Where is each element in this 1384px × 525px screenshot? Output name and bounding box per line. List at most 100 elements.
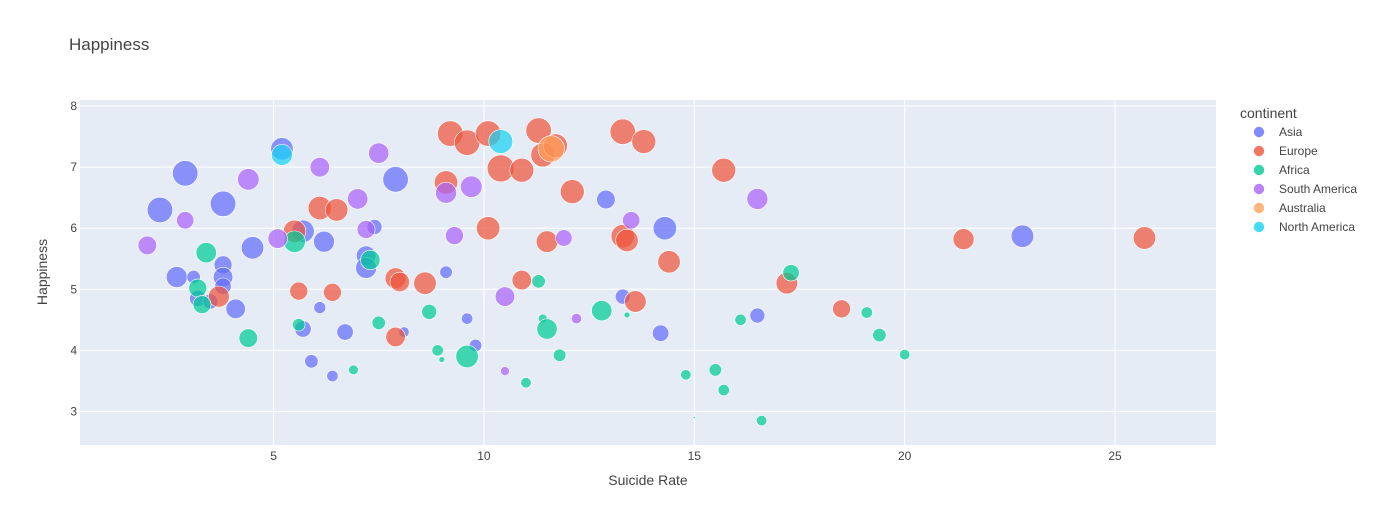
data-point[interactable] (347, 188, 369, 210)
data-point[interactable] (413, 271, 437, 295)
data-point[interactable] (509, 157, 535, 183)
data-point[interactable] (746, 188, 769, 210)
legend-label: South America (1279, 182, 1357, 196)
data-point[interactable] (323, 283, 342, 302)
legend-item[interactable]: Asia (1253, 125, 1303, 139)
data-point[interactable] (146, 196, 173, 223)
data-point[interactable] (313, 230, 335, 253)
data-point[interactable] (511, 270, 532, 291)
data-point[interactable] (348, 364, 359, 376)
data-point[interactable] (652, 216, 677, 241)
data-point[interactable] (289, 281, 309, 301)
data-point[interactable] (238, 328, 258, 348)
data-point[interactable] (555, 229, 573, 247)
data-point[interactable] (734, 313, 747, 326)
data-point[interactable] (596, 189, 616, 210)
data-point[interactable] (292, 318, 306, 332)
data-point[interactable] (692, 416, 696, 420)
data-point[interactable] (455, 344, 479, 369)
data-point[interactable] (267, 228, 288, 249)
data-point[interactable] (421, 304, 438, 320)
data-point[interactable] (389, 271, 410, 293)
data-point[interactable] (313, 301, 327, 314)
data-point[interactable] (195, 242, 217, 264)
data-point[interactable] (237, 168, 260, 191)
data-point[interactable] (304, 354, 319, 369)
data-point[interactable] (439, 265, 453, 279)
data-point[interactable] (494, 286, 515, 307)
legend-items: Asia Europe Africa South America Australia No… (1253, 125, 1358, 234)
data-point[interactable] (137, 235, 157, 255)
data-point[interactable] (782, 264, 800, 282)
data-point[interactable] (531, 274, 546, 289)
data-point[interactable] (438, 356, 446, 363)
data-point[interactable] (172, 160, 199, 187)
data-point[interactable] (210, 190, 237, 217)
data-point[interactable] (271, 144, 293, 166)
data-point[interactable] (609, 118, 636, 145)
data-point[interactable] (371, 315, 386, 330)
legend-item[interactable]: South America (1253, 182, 1358, 196)
data-point[interactable] (356, 220, 376, 239)
legend-item[interactable]: Africa (1253, 163, 1311, 177)
data-point[interactable] (899, 349, 911, 361)
data-point[interactable] (537, 135, 565, 163)
data-point[interactable] (336, 323, 354, 341)
y-tick-label: 7 (70, 160, 77, 174)
data-point[interactable] (208, 285, 230, 308)
plot-area[interactable] (80, 100, 1216, 445)
data-point[interactable] (476, 216, 501, 241)
legend-item[interactable]: Europe (1253, 144, 1319, 158)
data-point[interactable] (832, 299, 851, 319)
data-point[interactable] (192, 295, 212, 314)
data-point[interactable] (717, 384, 730, 397)
data-point[interactable] (325, 198, 349, 222)
data-point[interactable] (553, 348, 567, 362)
data-point[interactable] (711, 157, 737, 183)
data-point[interactable] (624, 290, 647, 313)
data-point[interactable] (657, 250, 681, 274)
data-point[interactable] (225, 298, 246, 319)
data-point[interactable] (622, 211, 641, 230)
data-point[interactable] (240, 236, 265, 260)
data-point[interactable] (488, 129, 514, 154)
data-point[interactable] (872, 328, 887, 343)
data-point[interactable] (1132, 226, 1157, 250)
data-point[interactable] (756, 415, 768, 427)
data-point[interactable] (1010, 224, 1035, 248)
data-point[interactable] (165, 266, 188, 288)
data-point[interactable] (435, 182, 457, 204)
data-point[interactable] (385, 326, 406, 347)
data-point[interactable] (445, 226, 464, 245)
data-point[interactable] (570, 313, 583, 325)
data-point[interactable] (368, 142, 390, 164)
data-point[interactable] (500, 366, 510, 376)
data-point[interactable] (680, 369, 692, 381)
data-point[interactable] (176, 211, 195, 230)
data-point[interactable] (536, 318, 558, 340)
data-point[interactable] (860, 306, 873, 319)
data-point[interactable] (615, 228, 639, 252)
data-point[interactable] (708, 363, 722, 377)
data-point[interactable] (460, 175, 483, 198)
data-point[interactable] (559, 179, 585, 204)
data-point[interactable] (591, 300, 613, 322)
data-point[interactable] (431, 344, 444, 357)
data-point[interactable] (520, 377, 532, 389)
data-point[interactable] (749, 307, 766, 324)
data-point[interactable] (188, 278, 208, 298)
legend-marker (1253, 183, 1265, 195)
legend-item[interactable]: North America (1253, 220, 1356, 234)
data-point[interactable] (326, 369, 339, 382)
data-point[interactable] (382, 166, 409, 193)
data-point[interactable] (952, 228, 975, 251)
data-point[interactable] (623, 311, 631, 319)
data-point[interactable] (631, 129, 657, 154)
data-point[interactable] (461, 312, 474, 325)
data-point[interactable] (360, 249, 381, 271)
data-point[interactable] (309, 157, 330, 178)
data-point[interactable] (535, 230, 559, 253)
data-point[interactable] (652, 324, 670, 342)
legend-item[interactable]: Australia (1253, 201, 1327, 215)
